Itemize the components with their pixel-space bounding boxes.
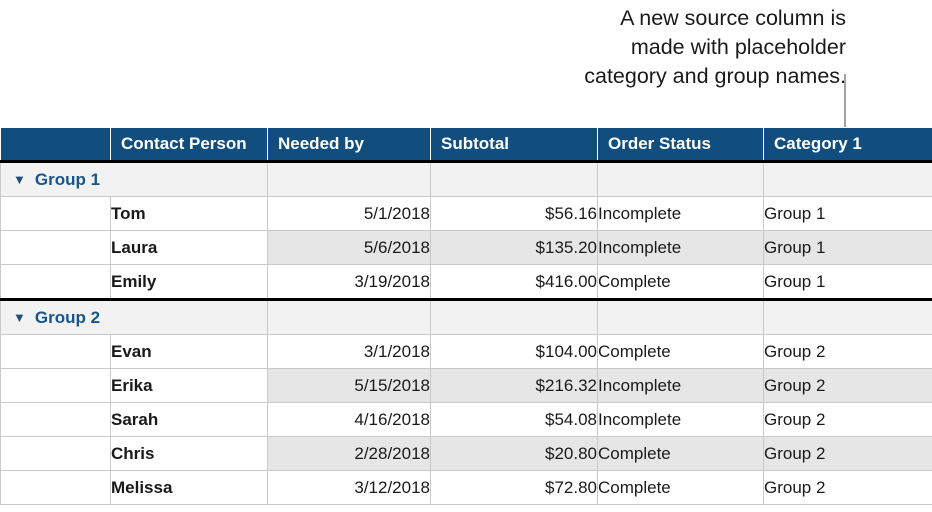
table-row: Melissa 3/12/2018 $72.80 Complete Group … (0, 470, 932, 505)
order-status-cell[interactable]: Incomplete (597, 402, 764, 437)
disclosure-triangle-icon[interactable]: ▼ (13, 309, 26, 325)
needed-by-cell[interactable]: 5/1/2018 (267, 196, 431, 231)
category-cell[interactable]: Group 2 (763, 470, 932, 505)
contact-cell[interactable]: Chris (110, 436, 268, 471)
needed-by-cell[interactable]: 2/28/2018 (267, 436, 431, 471)
annotation-line-1: A new source column is (620, 6, 846, 30)
row-head-cell[interactable] (0, 196, 111, 231)
header-cell-order-status[interactable]: Order Status (597, 128, 764, 163)
category-cell[interactable]: Group 2 (763, 436, 932, 471)
table-row: Emily 3/19/2018 $416.00 Complete Group 1 (0, 264, 932, 301)
subtotal-cell[interactable]: $216.32 (430, 368, 598, 403)
row-head-cell[interactable] (0, 264, 111, 301)
callout-pointer-line (844, 74, 846, 127)
table-row: Erika 5/15/2018 $216.32 Incomplete Group… (0, 368, 932, 403)
table-row: Tom 5/1/2018 $56.16 Incomplete Group 1 (0, 196, 932, 231)
category-cell[interactable]: Group 2 (763, 334, 932, 369)
header-cell-subtotal[interactable]: Subtotal (430, 128, 598, 163)
category-cell[interactable]: Group 2 (763, 368, 932, 403)
table-row: Chris 2/28/2018 $20.80 Complete Group 2 (0, 436, 932, 471)
group-2-empty-cell[interactable] (597, 299, 764, 335)
row-head-cell[interactable] (0, 402, 111, 437)
subtotal-cell[interactable]: $20.80 (430, 436, 598, 471)
category-cell[interactable]: Group 2 (763, 402, 932, 437)
row-head-cell[interactable] (0, 230, 111, 265)
subtotal-cell[interactable]: $135.20 (430, 230, 598, 265)
contact-cell[interactable]: Sarah (110, 402, 268, 437)
contact-cell[interactable]: Tom (110, 196, 268, 231)
group-2-empty-cell[interactable] (763, 299, 932, 335)
order-status-cell[interactable]: Complete (597, 436, 764, 471)
needed-by-cell[interactable]: 3/1/2018 (267, 334, 431, 369)
annotation-line-3: category and group names. (584, 64, 846, 88)
disclosure-triangle-icon[interactable]: ▼ (13, 171, 26, 187)
table-row: Sarah 4/16/2018 $54.08 Incomplete Group … (0, 402, 932, 437)
header-cell-needed-by[interactable]: Needed by (267, 128, 431, 163)
table-header-row: Contact Person Needed by Subtotal Order … (0, 128, 932, 163)
subtotal-cell[interactable]: $56.16 (430, 196, 598, 231)
contact-cell[interactable]: Erika (110, 368, 268, 403)
row-head-cell[interactable] (0, 368, 111, 403)
annotation-line-2: made with placeholder (630, 35, 846, 59)
contact-cell[interactable]: Melissa (110, 470, 268, 505)
category-cell[interactable]: Group 1 (763, 196, 932, 231)
group-2-label-cell[interactable]: ▼ Group 2 (0, 299, 268, 335)
row-head-cell[interactable] (0, 470, 111, 505)
group-2-empty-cell[interactable] (430, 299, 598, 335)
needed-by-cell[interactable]: 5/6/2018 (267, 230, 431, 265)
order-status-cell[interactable]: Incomplete (597, 196, 764, 231)
group-1-empty-cell[interactable] (763, 161, 932, 197)
group-2-header-row: ▼ Group 2 (0, 299, 932, 335)
group-1-label-cell[interactable]: ▼ Group 1 (0, 161, 268, 197)
group-1-empty-cell[interactable] (267, 161, 431, 197)
needed-by-cell[interactable]: 5/15/2018 (267, 368, 431, 403)
group-2-empty-cell[interactable] (267, 299, 431, 335)
needed-by-cell[interactable]: 3/12/2018 (267, 470, 431, 505)
group-1-header-row: ▼ Group 1 (0, 161, 932, 197)
group-2-label: Group 2 (34, 307, 101, 327)
group-1-empty-cell[interactable] (430, 161, 598, 197)
order-status-cell[interactable]: Complete (597, 264, 764, 301)
contact-cell[interactable]: Evan (110, 334, 268, 369)
row-head-cell[interactable] (0, 334, 111, 369)
annotation-text: A new source column is made with placeho… (584, 4, 846, 91)
data-table: Contact Person Needed by Subtotal Order … (0, 128, 932, 505)
table-row: Laura 5/6/2018 $135.20 Incomplete Group … (0, 230, 932, 265)
category-cell[interactable]: Group 1 (763, 230, 932, 265)
subtotal-cell[interactable]: $54.08 (430, 402, 598, 437)
header-cell-contact-person[interactable]: Contact Person (110, 128, 268, 163)
needed-by-cell[interactable]: 3/19/2018 (267, 264, 431, 301)
group-1-empty-cell[interactable] (597, 161, 764, 197)
contact-cell[interactable]: Emily (110, 264, 268, 301)
subtotal-cell[interactable]: $104.00 (430, 334, 598, 369)
order-status-cell[interactable]: Incomplete (597, 230, 764, 265)
header-cell-rowhead[interactable] (0, 128, 111, 163)
subtotal-cell[interactable]: $72.80 (430, 470, 598, 505)
table-row: Evan 3/1/2018 $104.00 Complete Group 2 (0, 334, 932, 369)
needed-by-cell[interactable]: 4/16/2018 (267, 402, 431, 437)
category-cell[interactable]: Group 1 (763, 264, 932, 301)
contact-cell[interactable]: Laura (110, 230, 268, 265)
header-cell-category-1[interactable]: Category 1 (763, 128, 932, 163)
order-status-cell[interactable]: Incomplete (597, 368, 764, 403)
order-status-cell[interactable]: Complete (597, 334, 764, 369)
row-head-cell[interactable] (0, 436, 111, 471)
order-status-cell[interactable]: Complete (597, 470, 764, 505)
subtotal-cell[interactable]: $416.00 (430, 264, 598, 301)
group-1-label: Group 1 (34, 169, 101, 189)
